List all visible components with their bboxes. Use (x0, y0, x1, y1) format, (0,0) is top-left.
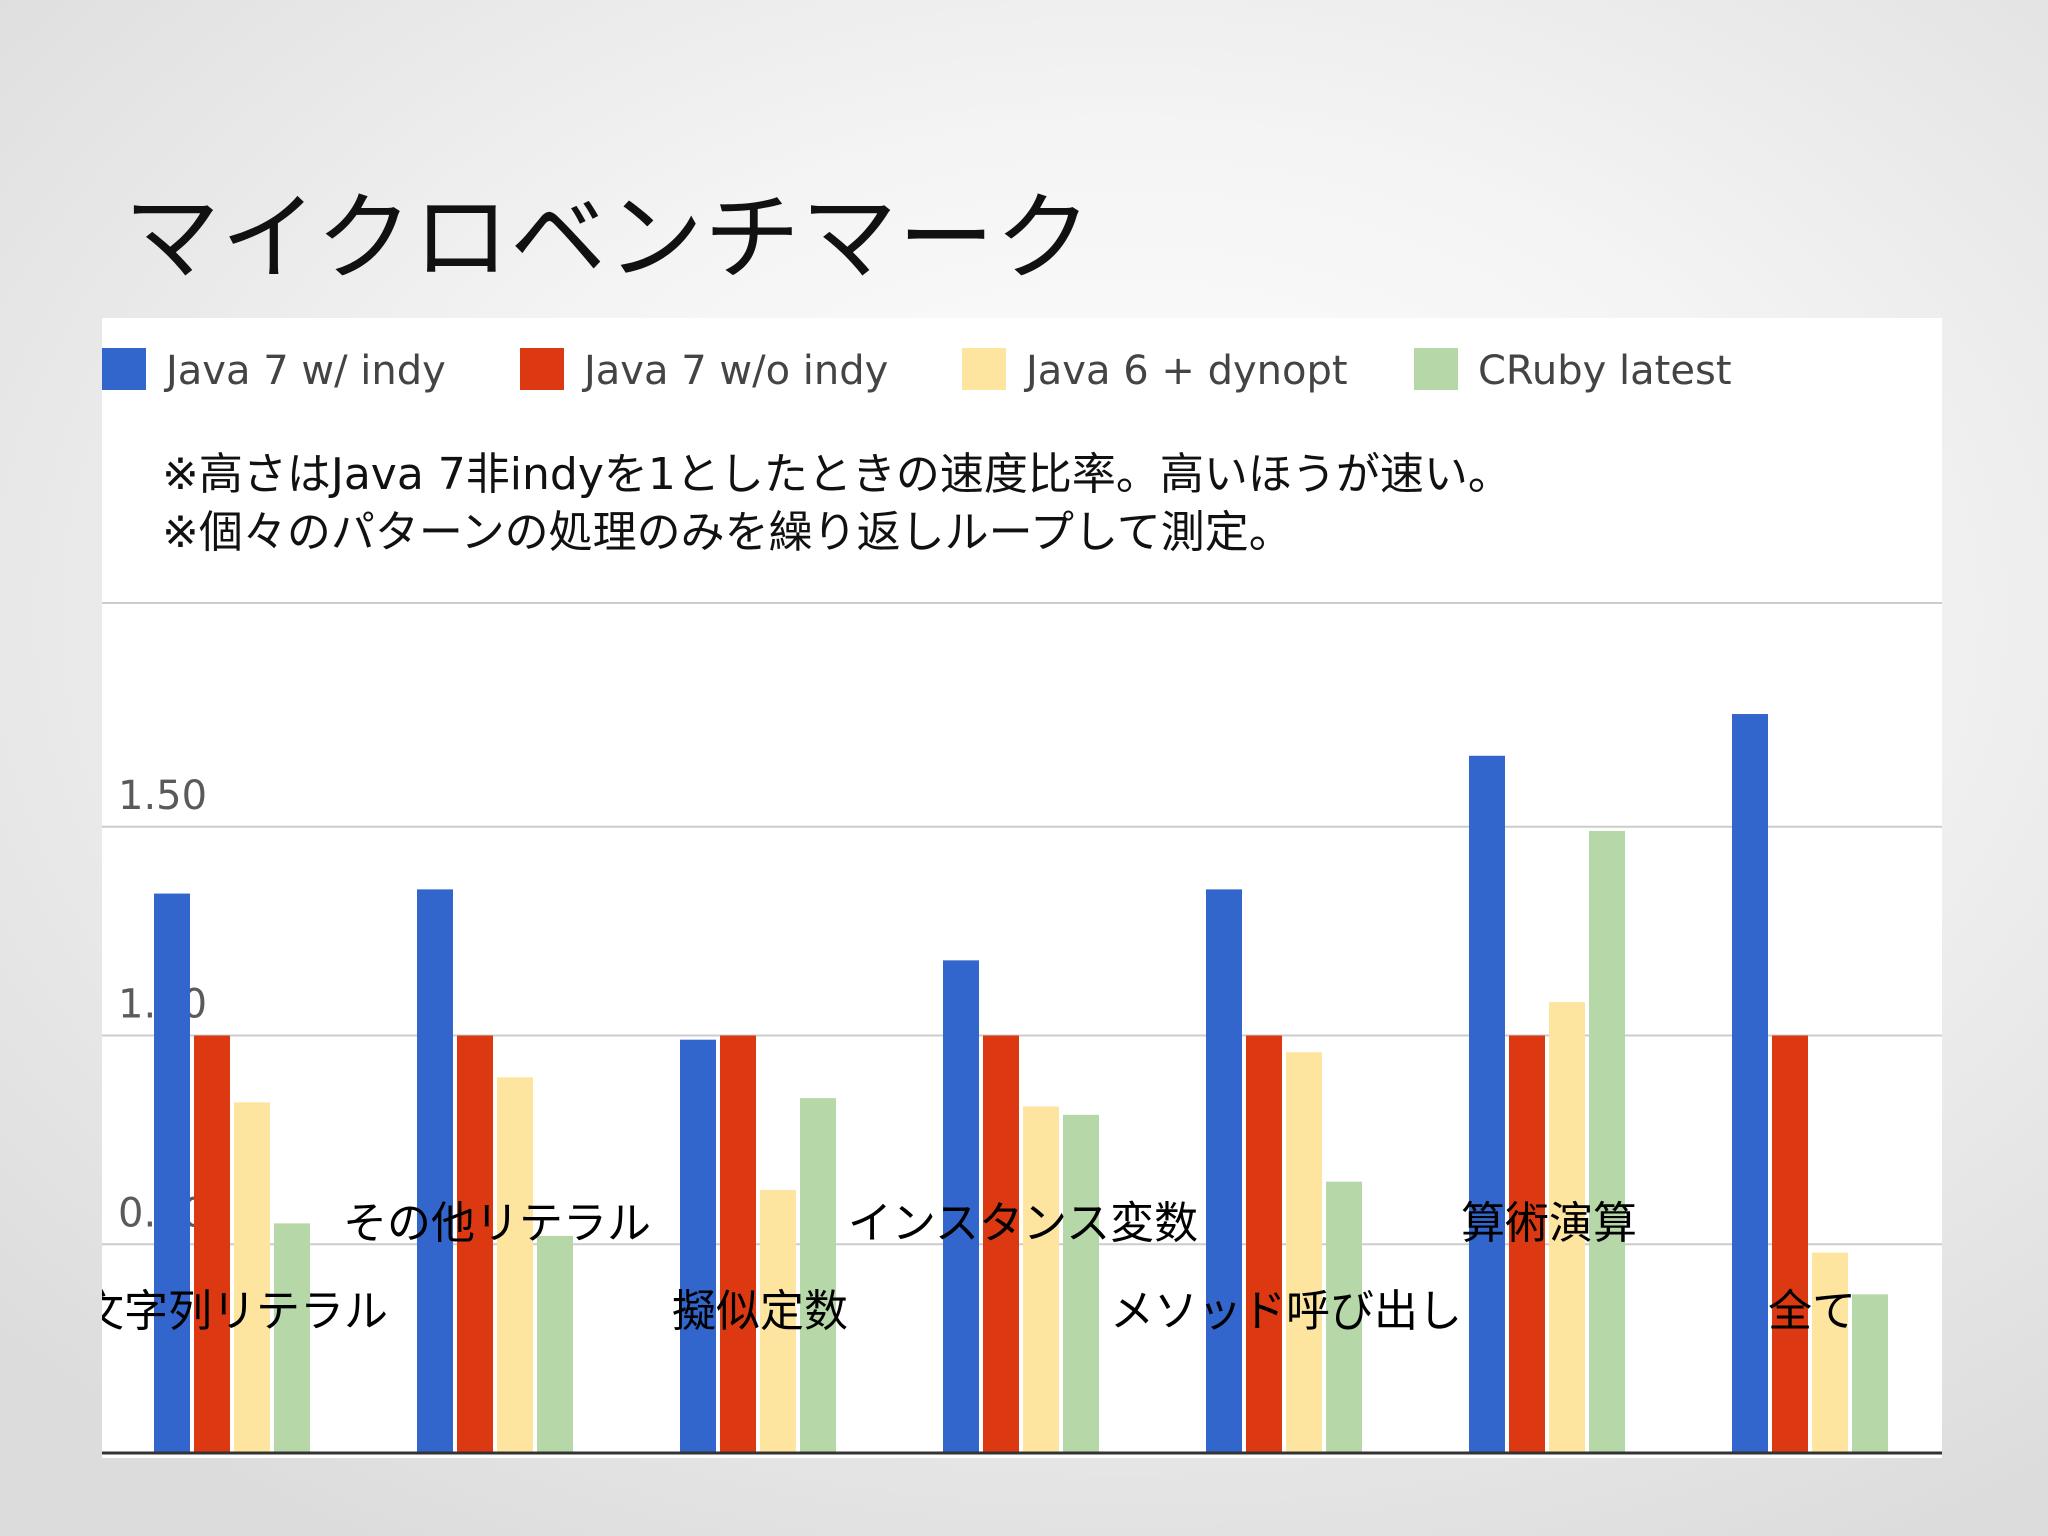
bar (457, 1035, 493, 1453)
legend-label: Java 7 w/ indy (163, 348, 446, 394)
bar (1469, 755, 1505, 1453)
bar (234, 1102, 270, 1453)
bar (1549, 1002, 1585, 1453)
bar (720, 1035, 756, 1453)
category-label: 文字列リテラル (102, 1286, 388, 1337)
legend-swatch (102, 348, 146, 390)
legend-swatch (962, 348, 1006, 390)
bar (943, 960, 979, 1453)
slide-title: マイクロベンチマーク (124, 182, 1093, 294)
legend-swatch (520, 348, 564, 390)
bar (154, 893, 190, 1453)
legend-label: Java 7 w/o indy (581, 348, 888, 394)
bar (497, 1077, 533, 1453)
legend-label: Java 6 + dynopt (1023, 348, 1348, 394)
bar (800, 1098, 836, 1453)
bar (194, 1035, 230, 1453)
legend-swatch (1414, 348, 1458, 390)
bar (1732, 714, 1768, 1453)
bar (1246, 1035, 1282, 1453)
bar (1509, 1035, 1545, 1453)
chart-note-method: ※個々のパターンの処理のみを繰り返しループして測定。 (162, 507, 1293, 558)
bar (1326, 1181, 1362, 1453)
chart-note-ratio: ※高さはJava 7非indyを1としたときの速度比率。高いほうが速い。 (162, 449, 1512, 500)
bar (1286, 1052, 1322, 1453)
bar (680, 1039, 716, 1453)
category-label: 算術演算 (1461, 1198, 1637, 1249)
bar (274, 1223, 310, 1453)
bar (983, 1035, 1019, 1453)
bar (1589, 830, 1625, 1453)
bar (1063, 1114, 1099, 1453)
bar (417, 889, 453, 1453)
bar (537, 1235, 573, 1453)
bar (1206, 889, 1242, 1453)
category-label: その他リテラル (343, 1198, 651, 1249)
bar (1852, 1294, 1888, 1453)
bar (1772, 1035, 1808, 1453)
bar (1023, 1106, 1059, 1453)
category-label: 全て (1768, 1286, 1856, 1337)
y-tick-label: 1.50 (118, 773, 207, 819)
bar (760, 1189, 796, 1453)
category-label: インスタンス変数 (848, 1198, 1198, 1249)
category-label: メソッド呼び出し (1110, 1286, 1462, 1337)
category-label: 擬似定数 (672, 1286, 848, 1337)
bar (1812, 1252, 1848, 1453)
legend-label: CRuby latest (1478, 348, 1732, 394)
